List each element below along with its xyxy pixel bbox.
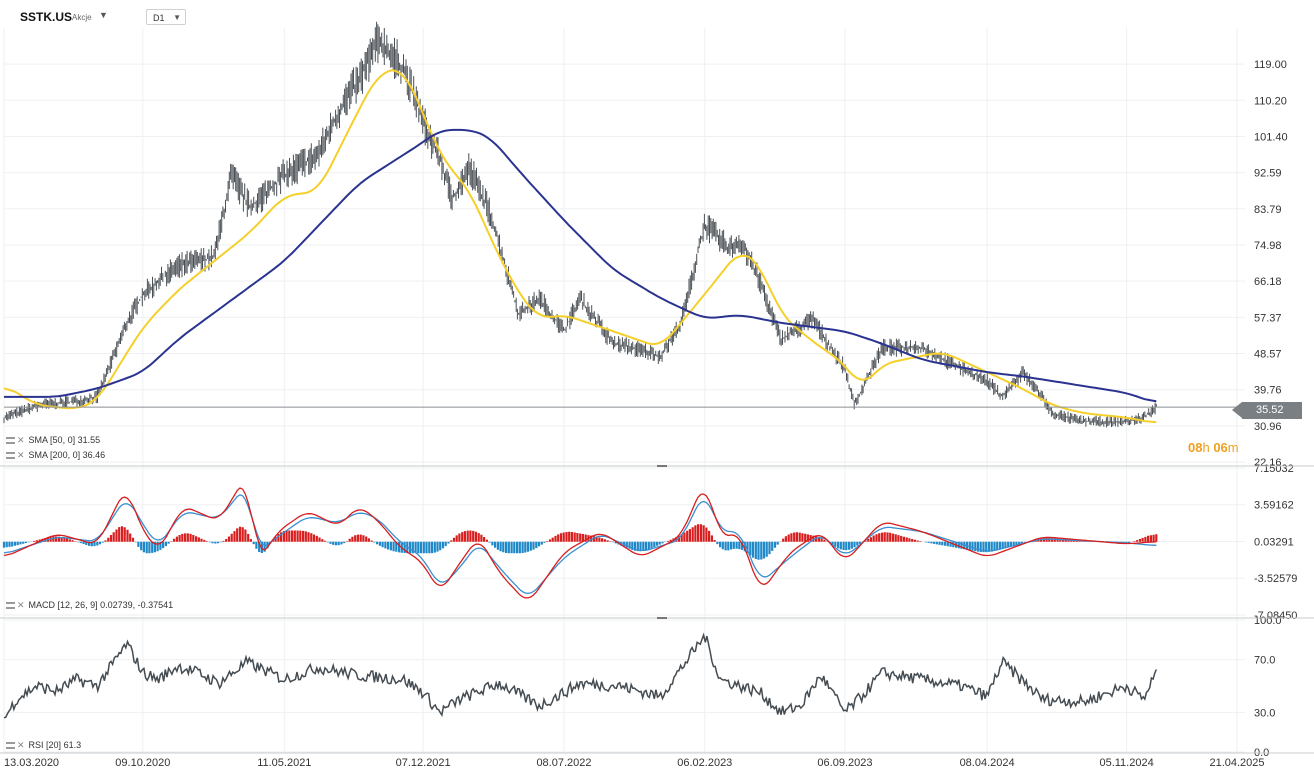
y-tick-label: 3.59162 xyxy=(1254,500,1294,512)
x-tick-label: 21.04.2025 xyxy=(1209,757,1264,769)
grid-lines xyxy=(3,28,1245,753)
chart-toolbar: SSTK.US Akcje ▼ D1 ▼ xyxy=(0,0,1314,30)
y-tick-label: 110.20 xyxy=(1254,95,1287,107)
sma50-line xyxy=(3,69,1157,424)
x-tick-label: 11.05.2021 xyxy=(257,757,311,769)
chevron-down-icon: ▼ xyxy=(173,13,181,22)
countdown-hours: 08 xyxy=(1188,440,1203,455)
close-icon[interactable]: ✕ xyxy=(17,600,25,610)
legend-rsi-text: RSI [20] 61.3 xyxy=(28,740,82,750)
y-tick-label: 66.18 xyxy=(1254,276,1282,288)
settings-icon[interactable] xyxy=(6,602,15,610)
macd-histogram-negative xyxy=(2,541,1133,560)
countdown-minutes-unit: m xyxy=(1227,440,1239,455)
asset-type-label: Akcje xyxy=(72,13,92,22)
settings-icon[interactable] xyxy=(6,437,15,445)
legend-sma50[interactable]: ✕ SMA [50, 0] 31.55 xyxy=(6,435,100,446)
x-tick-label: 06.02.2023 xyxy=(677,757,732,769)
x-tick-label: 08.04.2024 xyxy=(960,757,1015,769)
y-tick-label: 83.79 xyxy=(1254,204,1282,216)
y-tick-label: 30.96 xyxy=(1254,421,1282,433)
countdown-hours-unit: h xyxy=(1202,440,1210,455)
candle-countdown: 08h 06m xyxy=(1188,440,1239,455)
legend-sma200[interactable]: ✕ SMA [200, 0] 36.46 xyxy=(6,450,105,461)
rsi-line xyxy=(3,632,1157,719)
timeframe-value: D1 xyxy=(153,13,165,23)
legend-rsi[interactable]: ✕ RSI [20] 61.3 xyxy=(6,740,81,751)
settings-icon[interactable] xyxy=(6,452,15,460)
close-icon[interactable]: ✕ xyxy=(17,450,25,460)
legend-sma50-text: SMA [50, 0] 31.55 xyxy=(28,435,101,445)
chevron-down-icon[interactable]: ▼ xyxy=(99,10,108,20)
y-tick-label: 0.03291 xyxy=(1254,537,1294,549)
price-series xyxy=(3,21,1157,428)
y-tick-label: 30.0 xyxy=(1254,707,1275,719)
y-tick-label: 70.0 xyxy=(1254,655,1275,667)
y-tick-label: 57.37 xyxy=(1254,312,1282,324)
y-tick-label: 48.57 xyxy=(1254,349,1282,361)
price-tag-arrow xyxy=(1232,402,1242,418)
x-tick-label: 08.07.2022 xyxy=(536,757,591,769)
y-tick-label: 119.00 xyxy=(1254,59,1287,71)
timeframe-select[interactable]: D1 ▼ xyxy=(146,9,186,25)
macd-signal-line xyxy=(3,494,1157,595)
y-tick-label: 39.76 xyxy=(1254,385,1282,397)
price-panel[interactable] xyxy=(3,21,1240,428)
legend-macd-text: MACD [12, 26, 9] 0.02739, -0.37541 xyxy=(28,600,174,610)
macd-panel[interactable] xyxy=(2,487,1158,599)
close-icon[interactable]: ✕ xyxy=(17,435,25,445)
sma200-line xyxy=(4,128,1157,403)
panel-separators[interactable] xyxy=(0,465,1314,754)
y-tick-label: 101.40 xyxy=(1254,131,1288,143)
x-axis-labels: 13.03.2020 09.10.2020 11.05.2021 07.12.2021… xyxy=(4,757,1265,769)
y-tick-label: -7.08450 xyxy=(1254,610,1297,622)
x-tick-label: 13.03.2020 xyxy=(4,757,59,769)
y-tick-label: -3.52579 xyxy=(1254,573,1297,585)
x-tick-label: 09.10.2020 xyxy=(115,757,170,769)
countdown-minutes: 06 xyxy=(1213,440,1228,455)
legend-sma200-text: SMA [200, 0] 36.46 xyxy=(28,450,106,460)
legend-macd[interactable]: ✕ MACD [12, 26, 9] 0.02739, -0.37541 xyxy=(6,600,173,611)
y-tick-label: 74.98 xyxy=(1254,240,1282,252)
settings-icon[interactable] xyxy=(6,742,15,750)
x-tick-label: 07.12.2021 xyxy=(396,757,451,769)
y-tick-label: 100.0 xyxy=(1254,615,1282,627)
x-tick-label: 05.11.2024 xyxy=(1099,757,1153,769)
x-tick-label: 06.09.2023 xyxy=(817,757,872,769)
y-tick-label: 7.15032 xyxy=(1254,463,1294,475)
close-icon[interactable]: ✕ xyxy=(17,740,25,750)
macd-line xyxy=(3,487,1157,599)
price-tag: 35.52 xyxy=(1242,402,1302,419)
y-tick-label: 92.59 xyxy=(1254,168,1282,180)
rsi-panel[interactable] xyxy=(3,632,1157,719)
symbol-label[interactable]: SSTK.US xyxy=(20,10,73,24)
